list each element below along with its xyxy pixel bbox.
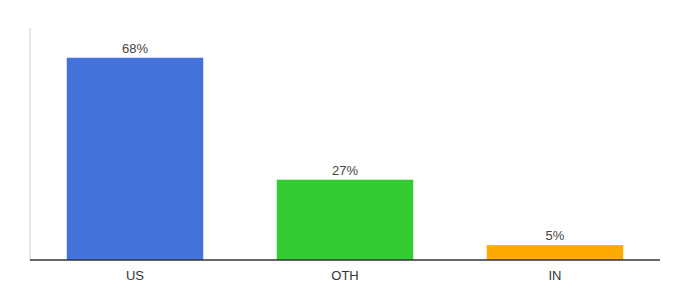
y-axis-line	[30, 28, 31, 260]
x-tick-label: IN	[549, 268, 562, 283]
chart-svg: 68% 27% 5% US OTH IN	[0, 0, 680, 300]
data-labels: 68% 27% 5%	[122, 41, 565, 243]
x-tick-labels: US OTH IN	[126, 268, 562, 283]
data-label: 27%	[332, 163, 358, 178]
x-axis-line	[30, 259, 660, 261]
bar	[67, 58, 204, 260]
chart-container: 68% 27% 5% US OTH IN	[0, 0, 680, 300]
axes	[30, 28, 660, 260]
data-label: 5%	[546, 228, 565, 243]
bar	[277, 180, 414, 260]
x-tick-label: OTH	[331, 268, 358, 283]
x-tick-label: US	[126, 268, 144, 283]
bars	[67, 58, 624, 260]
bar	[487, 245, 624, 260]
data-label: 68%	[122, 41, 148, 56]
